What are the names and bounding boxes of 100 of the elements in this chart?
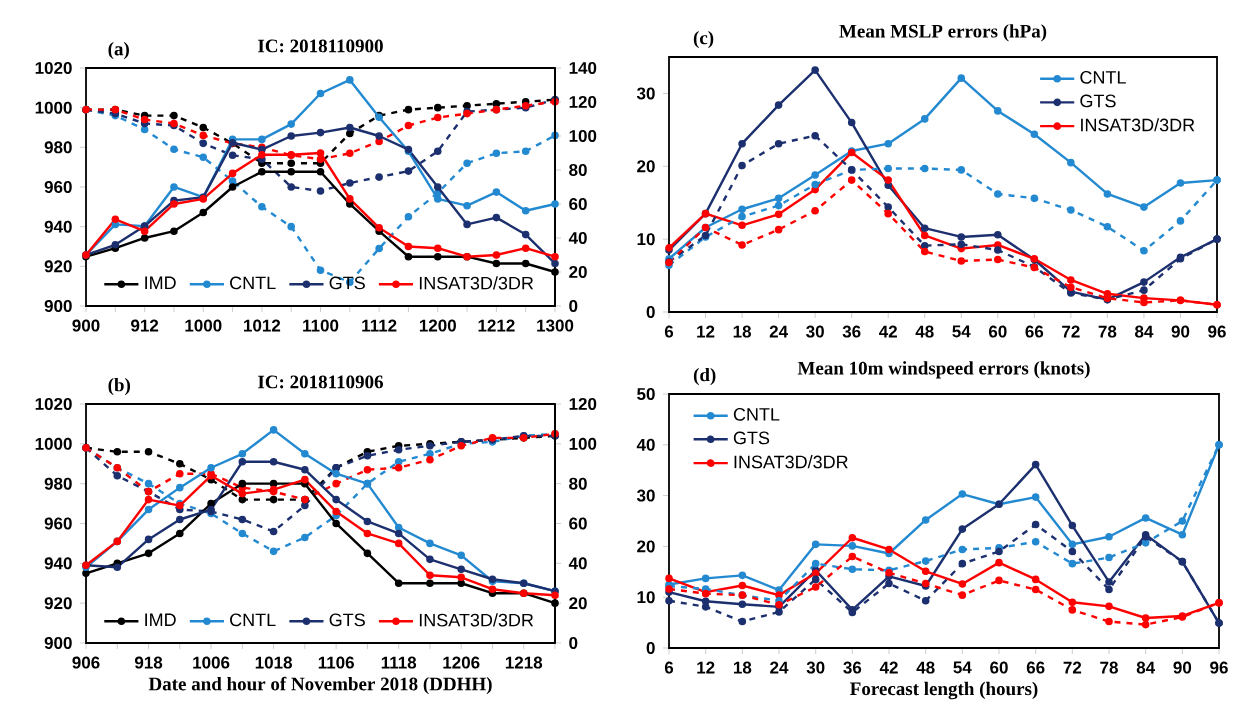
- x-tick-label: 54: [952, 325, 971, 338]
- x-tick-label: 1206: [443, 656, 480, 669]
- y2-tick-label: 120: [569, 397, 597, 410]
- x-tick-label: 6: [664, 661, 674, 674]
- y2-tick-label: 140: [569, 61, 597, 74]
- text: (a): [108, 42, 129, 60]
- x-tick-label: 918: [134, 656, 163, 669]
- y2-tick-label: 120: [569, 95, 597, 108]
- y-tick-label: 40: [636, 438, 655, 451]
- y-tick-label: 30: [636, 489, 655, 502]
- x-tick-label: 78: [1098, 325, 1117, 338]
- legend-label: GTS: [329, 276, 365, 290]
- legend-label: GTS: [733, 431, 770, 445]
- x-tick-label: 1300: [537, 319, 574, 332]
- legend-label: IMD: [145, 613, 176, 626]
- x-tick-label: 1000: [185, 319, 222, 332]
- y-tick-label: 900: [44, 299, 72, 312]
- text: (c): [693, 30, 714, 49]
- x-tick-label: 912: [131, 319, 159, 332]
- x-tick-label: 30: [806, 661, 825, 674]
- legend-label: CNTL: [230, 613, 276, 627]
- y-tick-label: 980: [44, 141, 72, 154]
- x-tick-label: 84: [1136, 661, 1156, 674]
- legend-label: GTS: [329, 613, 365, 627]
- y-tick-label: 10: [637, 233, 655, 246]
- x-tick-label: 36: [842, 325, 861, 338]
- legend-label: INSAT3D/3DR: [734, 455, 848, 469]
- chart-title: IC: 2018110900: [258, 39, 383, 53]
- y-tick-label: 940: [44, 557, 72, 570]
- legend-label: INSAT3D/3DR: [419, 276, 534, 290]
- x-tick-label: 1100: [303, 319, 339, 332]
- x-tick-label: 48: [915, 325, 934, 338]
- legend-label: INSAT3D/3DR: [1081, 118, 1195, 132]
- legend-label: IMD: [145, 276, 176, 289]
- y2-tick-label: 40: [568, 557, 587, 570]
- x-tick-label: 1018: [255, 656, 292, 669]
- y-tick-label: 1020: [35, 397, 72, 410]
- y2-tick-label: 60: [569, 197, 587, 210]
- legend-label: INSAT3D/3DR: [419, 613, 534, 627]
- text: (d): [693, 367, 716, 386]
- y-tick-label: 1000: [35, 437, 72, 450]
- y-tick-label: 30: [636, 87, 655, 100]
- legend-label: CNTL: [1080, 70, 1126, 84]
- legend-label: CNTL: [733, 407, 780, 421]
- y-tick-label: 960: [44, 517, 72, 530]
- chart-title: Mean 10m windspeed errors (knots): [797, 361, 1090, 379]
- x-tick-label: 1200: [419, 319, 456, 332]
- x-tick-label: 66: [1025, 325, 1044, 338]
- x-tick-label: 12: [697, 661, 715, 674]
- x-tick-label: 42: [879, 325, 897, 338]
- y-tick-label: 20: [637, 540, 655, 553]
- x-tick-label: 12: [697, 325, 715, 338]
- x-tick-label: 96: [1208, 325, 1226, 338]
- x-tick-label: 66: [1026, 661, 1045, 674]
- chart-title: Mean MSLP errors (hPa): [839, 24, 1047, 42]
- x-tick-label: 30: [806, 325, 824, 338]
- y2-tick-label: 80: [569, 163, 587, 176]
- x-tick-label: 18: [733, 325, 752, 338]
- y2-tick-label: 60: [569, 517, 587, 530]
- x-tick-label: 96: [1210, 661, 1228, 674]
- y-tick-label: 50: [637, 387, 655, 400]
- x-tick-label: 24: [769, 325, 788, 338]
- legend-label: GTS: [1080, 94, 1116, 108]
- y2-tick-label: 0: [569, 299, 578, 312]
- x-axis-title: Forecast length (hours): [850, 681, 1038, 700]
- y2-tick-label: 0: [569, 636, 578, 649]
- y-tick-label: 1000: [35, 101, 72, 114]
- y-tick-label: 980: [44, 477, 72, 490]
- y-tick-label: 920: [44, 597, 72, 610]
- y-tick-label: 920: [44, 260, 72, 273]
- x-tick-label: 60: [990, 661, 1008, 674]
- y2-tick-label: 40: [568, 231, 587, 244]
- x-tick-label: 72: [1062, 325, 1080, 338]
- y-tick-label: 940: [44, 220, 72, 233]
- legend-label: CNTL: [230, 276, 276, 290]
- y-tick-label: 0: [646, 305, 655, 318]
- y-tick-label: 10: [637, 591, 655, 604]
- x-tick-label: 18: [733, 661, 752, 674]
- y-tick-label: 900: [44, 636, 72, 649]
- x-tick-label: 84: [1135, 325, 1154, 338]
- x-tick-label: 42: [879, 661, 898, 674]
- x-tick-label: 1218: [505, 656, 543, 669]
- x-tick-label: 6: [664, 325, 674, 338]
- x-tick-label: 48: [916, 661, 935, 674]
- x-tick-label: 90: [1171, 325, 1190, 338]
- x-tick-label: 90: [1173, 661, 1192, 674]
- x-tick-label: 72: [1063, 661, 1082, 674]
- text: (b): [108, 378, 131, 396]
- x-tick-label: 1006: [193, 656, 230, 669]
- x-tick-label: 1012: [244, 319, 281, 332]
- x-tick-label: 24: [770, 661, 789, 674]
- y-tick-label: 1020: [35, 61, 72, 74]
- x-tick-label: 54: [953, 661, 972, 674]
- x-tick-label: 1118: [381, 656, 417, 669]
- x-tick-label: 900: [72, 319, 100, 332]
- y-tick-label: 0: [646, 641, 655, 654]
- y2-tick-label: 20: [569, 597, 587, 610]
- x-tick-label: 906: [72, 656, 100, 669]
- y2-tick-label: 100: [569, 437, 597, 450]
- x-tick-label: 36: [843, 661, 862, 674]
